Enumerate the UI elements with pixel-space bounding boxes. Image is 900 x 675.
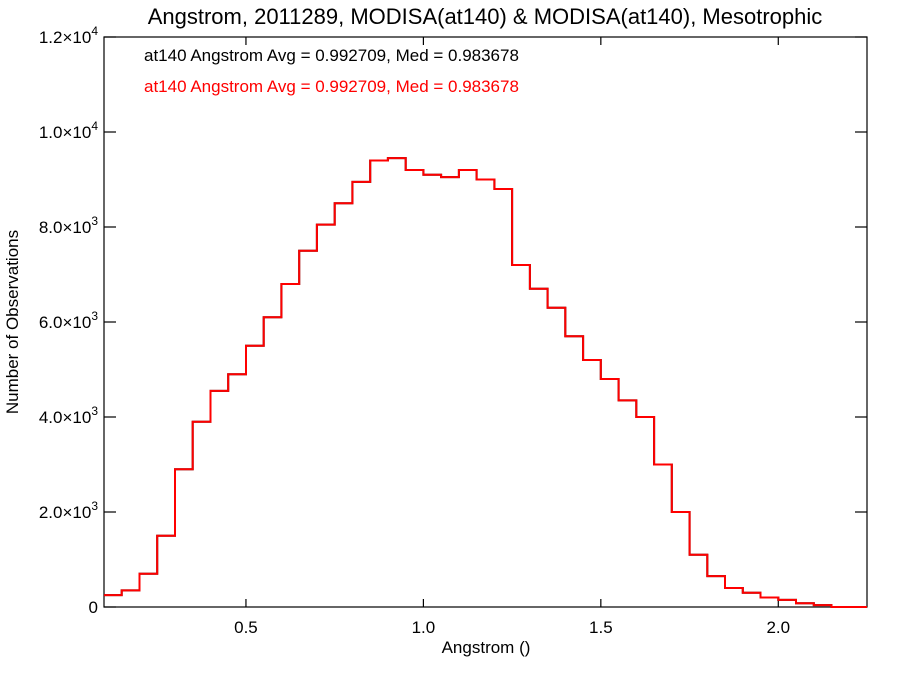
y-tick-label: 6.0×103 xyxy=(39,309,98,332)
x-axis-label: Angstrom () xyxy=(442,638,531,657)
y-tick-label: 4.0×103 xyxy=(39,404,98,427)
chart-title: Angstrom, 2011289, MODISA(at140) & MODIS… xyxy=(148,4,823,29)
plot-frame xyxy=(103,36,868,608)
x-tick-label: 1.0 xyxy=(412,618,436,637)
series-layer xyxy=(104,157,867,608)
x-tick-label: 0.5 xyxy=(234,618,258,637)
x-axis-ticks: 0.5 1.0 1.5 2.0 xyxy=(234,37,790,637)
y-tick-label: 0 xyxy=(89,598,98,617)
x-tick-label: 1.5 xyxy=(589,618,613,637)
histogram-series-red xyxy=(104,157,867,608)
annotation-black: at140 Angstrom Avg = 0.992709, Med = 0.9… xyxy=(144,46,519,65)
y-tick-label: 2.0×103 xyxy=(39,499,98,522)
x-tick-label: 2.0 xyxy=(766,618,790,637)
y-axis-ticks: 0 2.0×103 4.0×103 6.0×103 8.0×103 1.0×104 1.2×… xyxy=(39,24,867,617)
y-tick-label: 1.0×104 xyxy=(39,119,98,142)
y-tick-label: 1.2×104 xyxy=(39,24,98,47)
y-tick-label: 8.0×103 xyxy=(39,214,98,237)
y-axis-label: Number of Observations xyxy=(3,230,22,414)
histogram-series-black xyxy=(104,157,867,608)
annotation-red: at140 Angstrom Avg = 0.992709, Med = 0.9… xyxy=(144,77,519,96)
